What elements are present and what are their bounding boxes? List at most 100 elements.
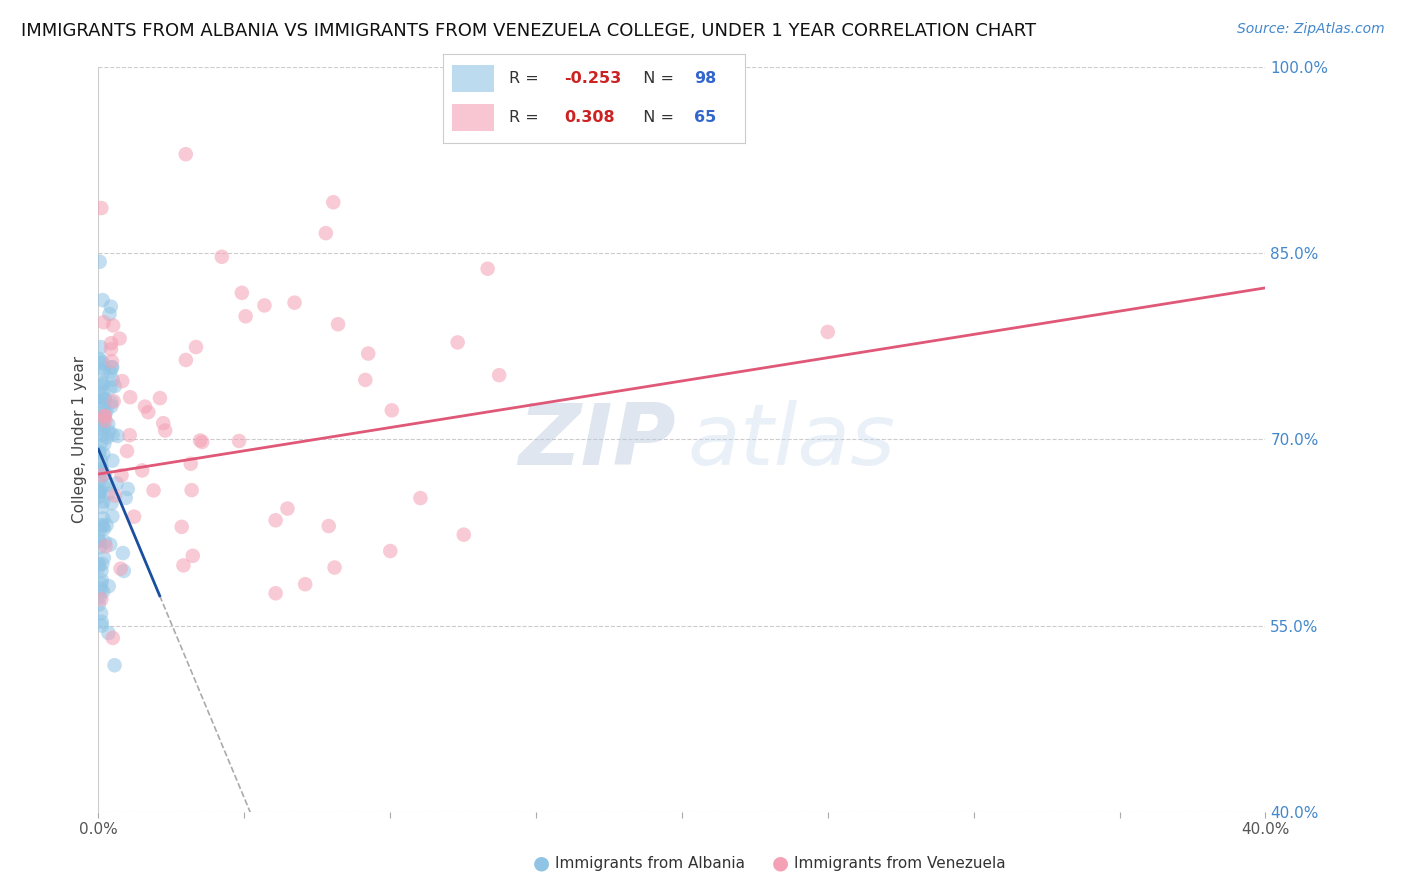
Point — [94, 467, 117, 482]
Point — [93, 437, 115, 451]
Point — [235, 310, 257, 324]
Point — [105, 476, 128, 491]
Point — [90, 607, 112, 621]
Point — [93, 422, 115, 436]
Text: atlas: atlas — [688, 400, 896, 483]
Point — [93, 364, 115, 378]
Point — [323, 560, 346, 574]
Point — [91, 354, 114, 368]
Point — [118, 428, 141, 442]
Point — [94, 539, 117, 553]
Point — [89, 445, 111, 459]
Point — [103, 658, 125, 673]
Point — [283, 295, 305, 310]
Point — [101, 509, 124, 524]
Point — [100, 336, 122, 351]
Point — [97, 417, 120, 431]
Point — [318, 519, 340, 533]
Point — [93, 397, 115, 411]
Point — [380, 544, 402, 558]
Text: ZIP: ZIP — [519, 400, 676, 483]
Point — [174, 353, 197, 368]
Text: 0.308: 0.308 — [564, 111, 614, 125]
Point — [93, 409, 115, 423]
Point — [90, 435, 112, 450]
Point — [93, 405, 115, 419]
Point — [152, 416, 174, 430]
Point — [191, 435, 214, 450]
Point — [90, 378, 112, 392]
Point — [93, 414, 115, 428]
Text: N =: N = — [633, 71, 679, 86]
Point — [111, 374, 134, 388]
Point — [354, 373, 377, 387]
Point — [101, 360, 124, 375]
Point — [446, 335, 468, 350]
Point — [409, 491, 432, 505]
FancyBboxPatch shape — [451, 104, 495, 131]
Point — [817, 325, 839, 339]
Point — [90, 356, 112, 370]
Point — [90, 201, 112, 215]
Point — [122, 509, 145, 524]
Point — [91, 376, 114, 390]
Point — [97, 579, 120, 593]
Point — [110, 562, 132, 576]
Point — [91, 468, 114, 483]
Point — [117, 482, 139, 496]
Point — [87, 394, 110, 409]
Point — [91, 584, 114, 599]
Point — [91, 293, 114, 307]
Point — [87, 533, 110, 548]
Point — [89, 486, 111, 500]
Point — [357, 346, 380, 360]
Point — [93, 522, 115, 536]
Point — [228, 434, 250, 448]
Point — [90, 615, 112, 629]
Point — [89, 464, 111, 478]
Point — [104, 489, 127, 503]
Point — [115, 444, 138, 458]
Point — [91, 376, 114, 391]
Point — [253, 298, 276, 312]
Text: N =: N = — [633, 111, 679, 125]
Point — [101, 427, 124, 442]
Point — [87, 557, 110, 571]
Point — [453, 527, 475, 541]
Text: Immigrants from Venezuela: Immigrants from Venezuela — [794, 856, 1007, 871]
Point — [100, 395, 122, 409]
Text: -0.253: -0.253 — [564, 71, 621, 86]
Point — [98, 365, 121, 379]
Point — [104, 379, 127, 393]
Point — [172, 558, 194, 573]
Point — [184, 340, 207, 354]
Point — [100, 343, 122, 357]
Point — [87, 445, 110, 459]
Point — [94, 392, 117, 406]
Point — [97, 626, 120, 640]
Point — [90, 564, 112, 578]
Point — [98, 307, 121, 321]
Point — [91, 511, 114, 525]
Point — [87, 351, 110, 366]
Point — [94, 409, 117, 423]
Text: R =: R = — [509, 71, 544, 86]
Point — [89, 464, 111, 478]
Point — [111, 546, 134, 560]
Point — [93, 315, 115, 329]
Point — [96, 518, 118, 533]
Point — [101, 354, 124, 368]
Point — [100, 360, 122, 375]
Y-axis label: College, Under 1 year: College, Under 1 year — [72, 356, 87, 523]
Point — [87, 598, 110, 612]
Point — [97, 486, 120, 500]
Point — [98, 538, 121, 552]
Point — [89, 421, 111, 435]
Point — [90, 484, 112, 499]
Point — [87, 559, 110, 574]
Point — [89, 541, 111, 555]
Point — [90, 618, 112, 632]
Point — [100, 399, 122, 413]
Point — [114, 491, 136, 505]
Point — [180, 483, 202, 498]
